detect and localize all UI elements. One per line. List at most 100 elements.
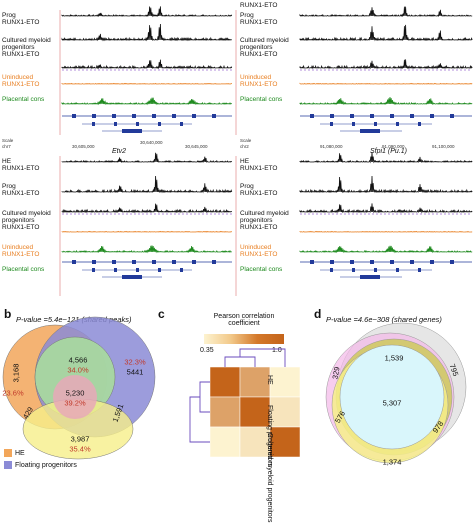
panel-b: b P-value =5.4e−121 (shared peaks) 3,168…: [0, 305, 158, 474]
track-label: Placental cons: [240, 96, 283, 103]
gene-exon: [72, 114, 76, 118]
venn-value: 5,307: [382, 398, 402, 408]
signal-track: [299, 151, 473, 164]
gene-exon: [92, 122, 95, 126]
gene-exon: [158, 122, 161, 126]
scale-label: Scale: [240, 138, 252, 143]
row-label-he: HE: [266, 375, 273, 385]
signal-track: [61, 59, 233, 70]
gene-exon: [330, 260, 334, 264]
panel-d-title: P-value =4.6e−308 (shared genes): [326, 315, 442, 324]
track-label: Cultured myeloid: [240, 210, 289, 217]
gene-exon: [360, 129, 380, 133]
venn-value: 3,168: [11, 363, 21, 383]
track-label: Placental cons: [2, 96, 45, 103]
signal-track: [299, 175, 473, 194]
gene-exon: [310, 260, 314, 264]
gene-exon: [92, 268, 95, 272]
venn-diagram-b: [2, 316, 156, 460]
gene-exon: [114, 268, 117, 272]
colorbar-title: Pearson correlation coefficient: [204, 313, 284, 327]
gene-exon: [370, 114, 374, 118]
track-label: progenitors: [240, 44, 273, 51]
scale-label: Scale: [2, 138, 14, 143]
gene-exon: [122, 275, 142, 279]
gene-exon: [132, 260, 136, 264]
row-label-cultured: Cultured myeloid progenitors: [266, 433, 273, 523]
heatmap-cell: [269, 366, 301, 398]
gene-exon: [370, 260, 374, 264]
panel-letter: d: [314, 307, 322, 321]
gene-exon: [92, 114, 96, 118]
signal-track: [299, 245, 473, 254]
venn-value: 1,539: [384, 353, 404, 363]
track-label: RUNX1-ETO: [240, 51, 278, 58]
gene-exon: [396, 122, 399, 126]
track-label: RUNX1-ETO: [240, 190, 278, 197]
gene-exon: [360, 275, 380, 279]
gene-exon: [158, 268, 161, 272]
gene-title-etv2: Etv2: [112, 148, 127, 155]
panel-letter: b: [4, 307, 12, 321]
gene-exon: [390, 260, 394, 264]
track-label: RUNX1-ETO: [2, 51, 40, 58]
gene-exon: [374, 122, 377, 126]
signal-track: [61, 82, 233, 85]
coord-label: 91,100,000: [432, 144, 455, 149]
gene-exon: [192, 114, 196, 118]
track-label: RUNX1-ETO: [2, 19, 40, 26]
gene-exon: [192, 260, 196, 264]
track-label: Uninduced: [240, 74, 272, 81]
panel-a: Prog RUNX1-ETO Cultured myeloid progenit…: [2, 2, 473, 296]
gene-exon: [112, 114, 116, 118]
signal-track: [299, 230, 473, 233]
heatmap-cell: [209, 426, 241, 458]
panel-c: c Pearson correlation coefficient 0.35 1…: [158, 305, 314, 523]
gene-exon: [172, 114, 176, 118]
track-label: RUNX1-ETO: [240, 165, 278, 172]
dendrogram: [224, 348, 286, 367]
heatmap-cell: [269, 426, 301, 458]
track-label: Placental cons: [240, 266, 283, 273]
gene-exon: [430, 114, 434, 118]
track-label: Prog: [2, 183, 16, 190]
gene-exon: [212, 260, 216, 264]
gene-exon: [136, 122, 139, 126]
gene-exon: [72, 260, 76, 264]
legend-floating: Floating progenitors: [4, 461, 77, 469]
signal-track: [299, 82, 473, 85]
gene-exon: [92, 260, 96, 264]
gene-exon: [172, 260, 176, 264]
gene-exon: [450, 260, 454, 264]
heatmap-cell: [239, 426, 271, 458]
track-label: Prog: [240, 183, 254, 190]
gene-exon: [350, 260, 354, 264]
venn-value: 3,987: [70, 434, 90, 444]
colorbar-title-line1: Pearson correlation: [213, 313, 275, 320]
legend-swatch-he: [4, 449, 12, 457]
coord-label: 30,645,000: [185, 144, 208, 149]
gene-exon: [352, 122, 355, 126]
colorbar-title-line2: coefficient: [228, 320, 260, 327]
gene-exon: [132, 114, 136, 118]
gene-title-sfpi1: Sfpi1 (Pu.1): [370, 148, 407, 155]
track-label: Uninduced: [2, 74, 34, 81]
venn-value: 5441: [126, 367, 144, 377]
dendrogram: [189, 381, 210, 443]
track-label: RUNX1-ETO: [2, 81, 40, 88]
colorbar: [204, 334, 284, 344]
chr-label: chr7: [2, 144, 11, 149]
gene-exon: [330, 114, 334, 118]
signal-track: [61, 203, 233, 214]
signal-track: [61, 97, 233, 106]
gene-exon: [180, 122, 183, 126]
gene-exon: [352, 268, 355, 272]
track-label: RUNX1-ETO: [240, 81, 278, 88]
gene-exon: [396, 268, 399, 272]
signal-track: [61, 175, 233, 194]
chr-label: chr2: [240, 144, 249, 149]
signal-track: [61, 152, 233, 164]
track-label: Prog: [240, 12, 254, 19]
gene-exon: [350, 114, 354, 118]
venn-diagram-d: [325, 322, 467, 464]
